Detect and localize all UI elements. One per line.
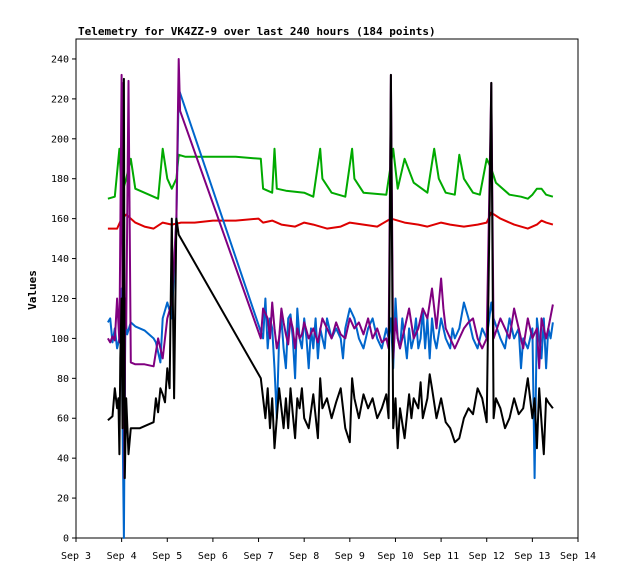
y-tick-label: 200 <box>51 134 69 145</box>
x-tick-label: Sep 12 <box>469 551 505 562</box>
y-tick-label: 140 <box>51 254 69 265</box>
x-tick-label: Sep 5 <box>152 551 182 562</box>
x-tick-label: Sep 6 <box>198 551 228 562</box>
series-group <box>107 58 554 539</box>
y-tick-label: 220 <box>51 94 69 105</box>
x-tick-label: Sep 8 <box>289 551 319 562</box>
y-axis: 0 20 40 60 80 100 120 140 160 180 200 220 240 <box>51 54 76 545</box>
x-tick-label: Sep 7 <box>243 551 273 562</box>
x-tick-label: Sep 9 <box>335 551 365 562</box>
y-tick-label: 180 <box>51 174 69 185</box>
y-tick-label: 100 <box>51 334 69 345</box>
plot-area <box>75 38 579 539</box>
x-axis: Sep 3 Sep 4 Sep 5 Sep 6 Sep 7 Sep 8 Sep 9 Sep 1… <box>61 538 596 562</box>
y-tick-label: 160 <box>51 214 69 225</box>
y-tick-label: 40 <box>57 454 69 465</box>
series-line-4 <box>107 58 554 480</box>
series-line-2 <box>107 211 554 230</box>
x-tick-label: Sep 11 <box>423 551 459 562</box>
x-tick-label: Sep 10 <box>377 551 413 562</box>
y-tick-label: 60 <box>57 414 69 425</box>
series-line-1 <box>107 147 554 200</box>
y-tick-label: 0 <box>63 534 69 545</box>
series-line-5 <box>107 73 554 480</box>
y-axis-label: Values <box>26 270 39 310</box>
x-tick-label: Sep 14 <box>560 551 596 562</box>
x-tick-label: Sep 13 <box>514 551 550 562</box>
y-tick-label: 120 <box>51 294 69 305</box>
y-tick-label: 20 <box>57 494 69 505</box>
chart-title: Telemetry for VK4ZZ-9 over last 240 hour… <box>78 25 436 38</box>
y-tick-label: 240 <box>51 54 69 65</box>
y-tick-label: 80 <box>57 374 69 385</box>
x-tick-label: Sep 4 <box>107 551 137 562</box>
x-tick-label: Sep 3 <box>61 551 91 562</box>
